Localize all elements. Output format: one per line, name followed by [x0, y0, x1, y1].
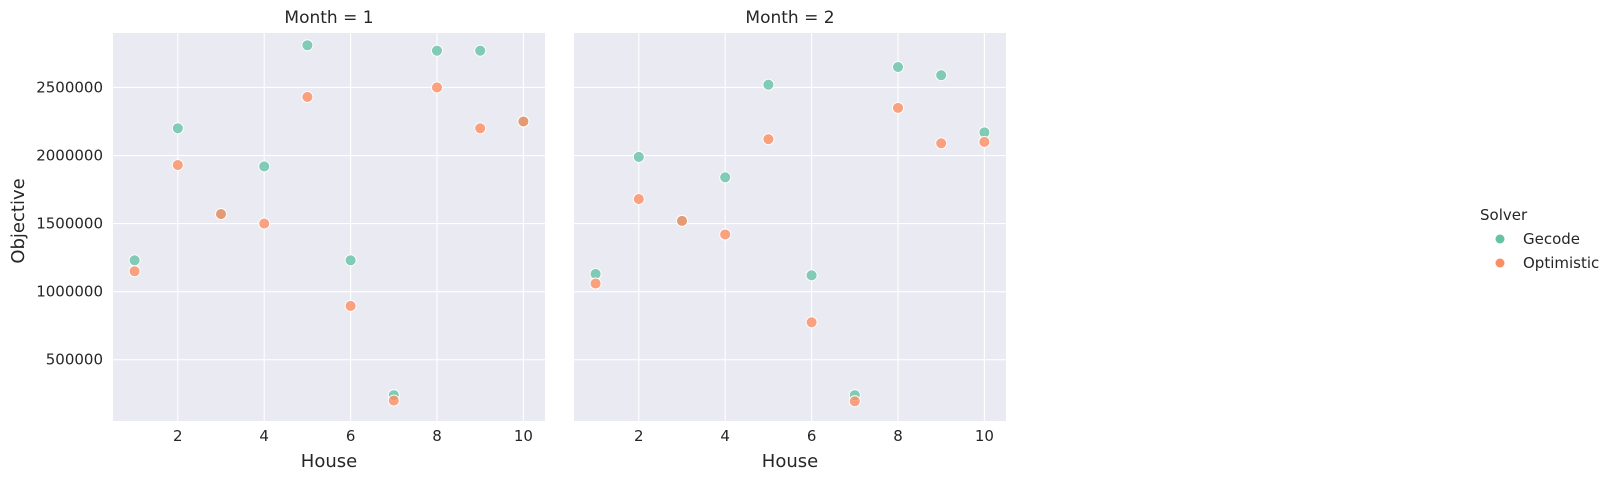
- data-point-gecode: [935, 69, 948, 82]
- legend-marker-gecode: [1495, 234, 1505, 244]
- x-tick-label: 2: [173, 427, 183, 445]
- facet-panels: Month = 1 2 4 6 8 10 500000 1000000 1500000 20000…: [36, 8, 1006, 472]
- x-axis-label: House: [762, 451, 818, 472]
- data-point-gecode: [805, 269, 818, 282]
- x-tick-label: 6: [807, 427, 817, 445]
- y-tick-label: 500000: [46, 351, 103, 369]
- plot-background: [574, 33, 1006, 421]
- data-point-optimistic: [344, 300, 357, 312]
- data-point-optimistic: [676, 214, 688, 227]
- legend-label-gecode: Gecode: [1523, 230, 1580, 248]
- x-axis-label: House: [301, 451, 357, 472]
- y-tick-label: 2000000: [36, 147, 103, 165]
- data-point-optimistic: [387, 394, 400, 407]
- facet-title: Month = 2: [745, 8, 834, 28]
- data-point-optimistic: [431, 81, 443, 94]
- legend-entry-optimistic: Optimistic: [1495, 254, 1599, 272]
- plot-background: [113, 33, 545, 421]
- data-point-gecode: [431, 44, 443, 57]
- data-point-optimistic: [848, 395, 861, 408]
- data-point-optimistic: [719, 228, 732, 241]
- data-point-optimistic: [301, 91, 314, 103]
- data-point-optimistic: [258, 217, 271, 230]
- x-tick-label: 10: [514, 427, 533, 445]
- x-tick-label: 2: [634, 427, 644, 445]
- x-tick-label: 10: [975, 427, 994, 445]
- facet-panel-2: Month = 2 2 4 6 8 10 House: [574, 8, 1006, 472]
- data-point-gecode: [128, 254, 141, 267]
- data-point-gecode: [344, 254, 357, 267]
- x-tick-label: 8: [432, 427, 442, 445]
- legend-marker-optimistic: [1495, 258, 1505, 268]
- y-axis-label: Objective: [8, 178, 29, 263]
- y-tick-label: 2500000: [36, 78, 103, 96]
- data-point-optimistic: [935, 137, 948, 150]
- data-point-gecode: [301, 39, 314, 52]
- data-point-gecode: [474, 44, 487, 57]
- data-point-gecode: [762, 78, 775, 91]
- y-tick-label: 1000000: [36, 283, 103, 301]
- data-point-gecode: [719, 171, 732, 184]
- facet-title: Month = 1: [284, 8, 373, 28]
- data-point-gecode: [258, 160, 271, 173]
- x-tick-label: 6: [346, 427, 356, 445]
- data-point-optimistic: [762, 133, 775, 146]
- data-point-optimistic: [892, 101, 904, 114]
- facet-panel-1: Month = 1 2 4 6 8 10 500000 1000000 1500000 20000…: [36, 8, 545, 472]
- legend-label-optimistic: Optimistic: [1523, 254, 1599, 272]
- data-point-optimistic: [517, 115, 530, 128]
- data-point-optimistic: [215, 208, 227, 221]
- legend-title: Solver: [1480, 206, 1528, 224]
- x-tick-label: 4: [720, 427, 730, 445]
- data-point-optimistic: [589, 277, 602, 290]
- data-point-optimistic: [474, 122, 487, 135]
- legend-entry-gecode: Gecode: [1495, 230, 1580, 248]
- data-point-gecode: [171, 122, 184, 135]
- x-tick-label: 8: [893, 427, 903, 445]
- data-point-optimistic: [171, 159, 184, 172]
- data-point-optimistic: [632, 193, 645, 206]
- data-point-optimistic: [978, 135, 991, 148]
- y-tick-label: 1500000: [36, 215, 103, 233]
- data-point-gecode: [632, 150, 645, 163]
- x-tick-label: 4: [259, 427, 269, 445]
- data-point-gecode: [892, 61, 904, 73]
- legend: Solver Gecode Optimistic: [1480, 206, 1599, 272]
- data-point-optimistic: [805, 316, 818, 329]
- data-point-optimistic: [128, 265, 141, 278]
